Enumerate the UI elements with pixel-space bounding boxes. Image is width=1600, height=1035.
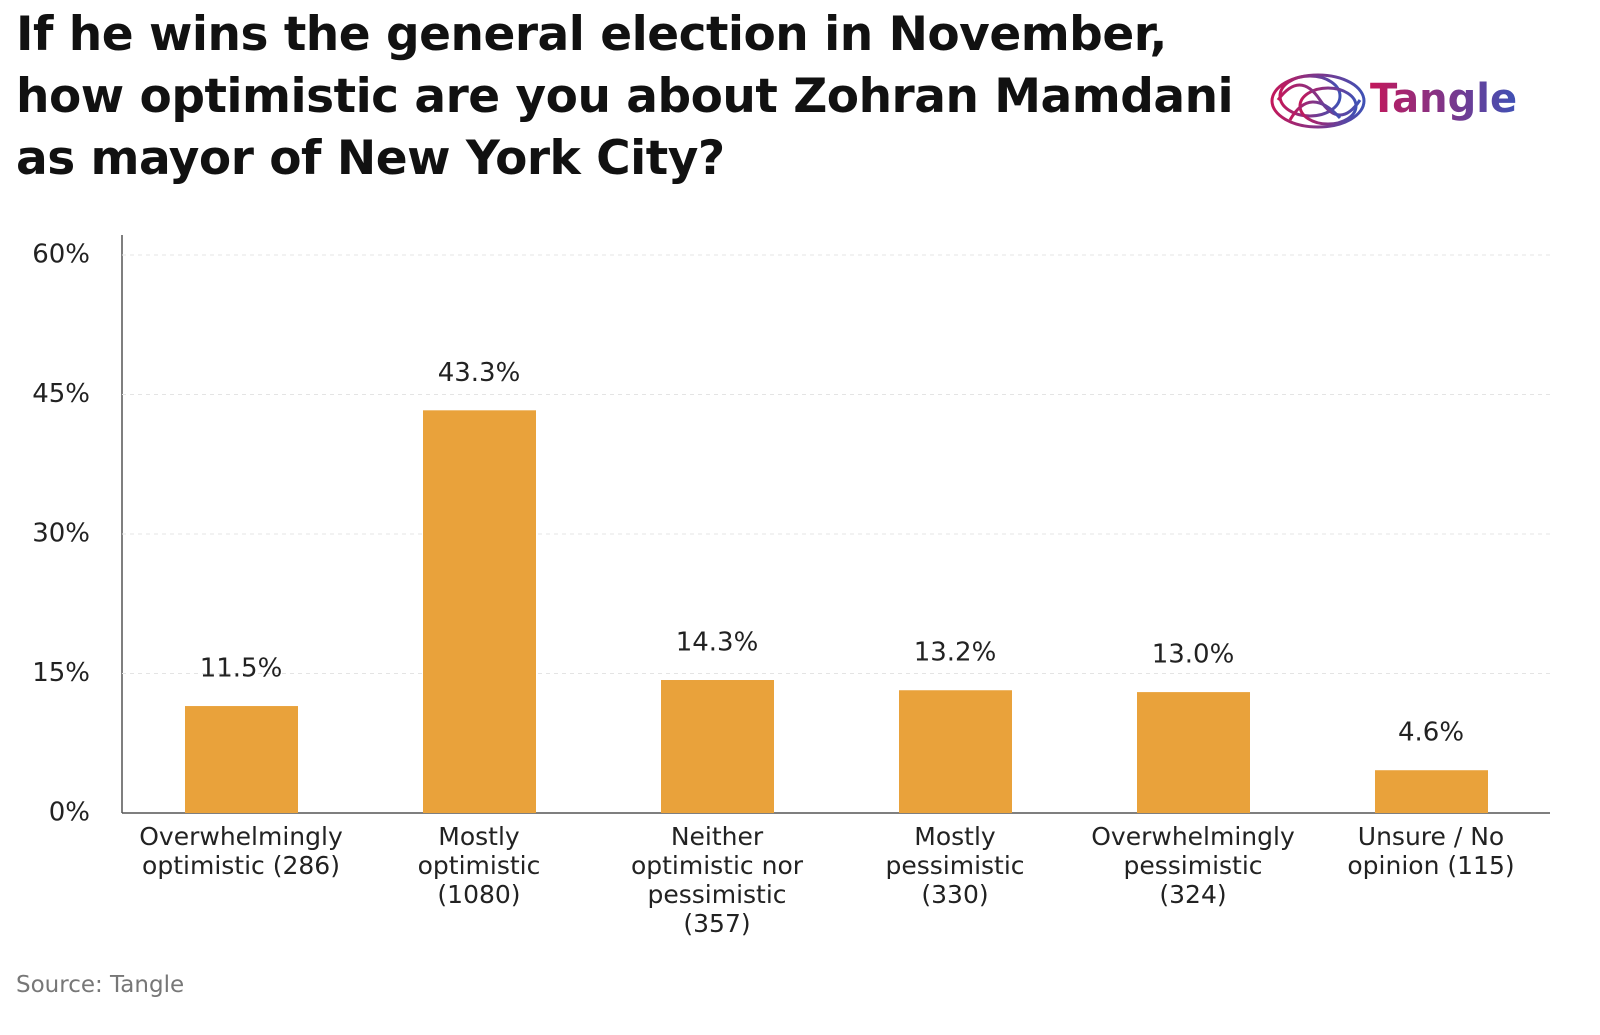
source-note: Source: Tangle — [16, 972, 185, 998]
data-label: 13.0% — [1152, 640, 1235, 670]
x-tick-label: Neither optimistic nor pessimistic (357) — [630, 822, 804, 938]
x-tick-label: Mostly optimistic (1080) — [417, 822, 541, 909]
y-tick-label: 45% — [32, 379, 90, 409]
x-tick-label: Overwhelmingly pessimistic (324) — [1091, 822, 1295, 909]
data-label: 13.2% — [914, 638, 997, 668]
bar — [1375, 770, 1488, 813]
data-label: 14.3% — [676, 628, 759, 658]
bar — [899, 690, 1012, 813]
data-label: 11.5% — [200, 654, 283, 684]
bar — [1137, 692, 1250, 813]
x-tick-label: Mostly pessimistic (330) — [885, 822, 1025, 909]
data-label: 4.6% — [1398, 718, 1464, 748]
logo-icon — [1270, 73, 1366, 129]
logo-text: Tangle — [1370, 76, 1517, 122]
bar — [185, 706, 298, 813]
y-tick-label: 60% — [32, 240, 90, 270]
chart-title: If he wins the general election in Novem… — [16, 7, 1234, 186]
y-tick-label: 0% — [49, 798, 90, 828]
bar — [423, 410, 536, 813]
y-tick-label: 15% — [32, 658, 90, 688]
x-tick-label: Unsure / No opinion (115) — [1347, 822, 1515, 880]
data-label: 43.3% — [438, 358, 521, 388]
bar — [661, 680, 774, 813]
x-tick-label: Overwhelmingly optimistic (286) — [139, 822, 343, 880]
y-tick-label: 30% — [32, 519, 90, 549]
